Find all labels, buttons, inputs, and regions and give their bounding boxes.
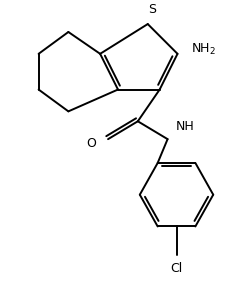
Text: Cl: Cl: [170, 262, 182, 275]
Text: NH$_2$: NH$_2$: [191, 42, 216, 57]
Text: S: S: [147, 3, 155, 16]
Text: O: O: [86, 137, 96, 150]
Text: NH: NH: [175, 120, 193, 133]
